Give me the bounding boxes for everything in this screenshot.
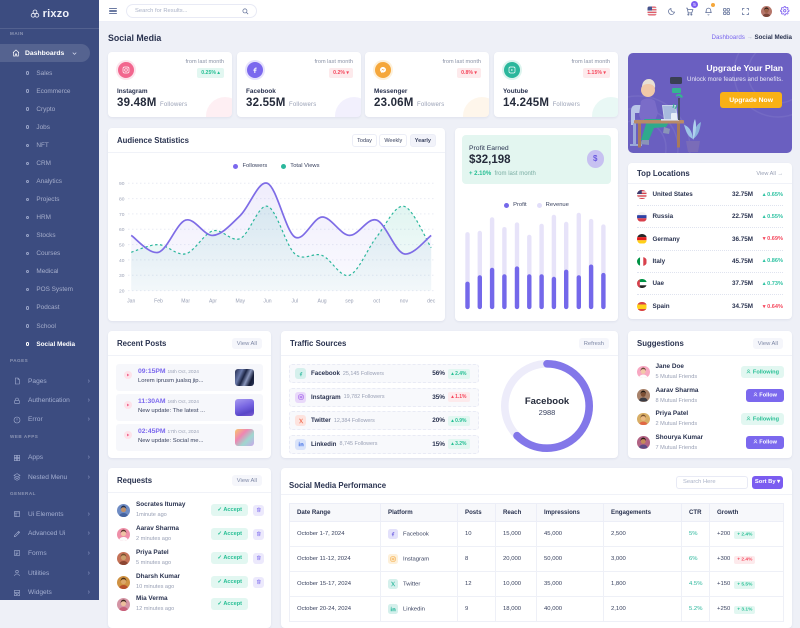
svg-text:Jul: Jul (292, 299, 299, 305)
svg-text:2988: 2988 (539, 408, 556, 417)
svg-text:40: 40 (119, 258, 125, 264)
svg-text:May: May (235, 299, 245, 305)
svg-text:Feb: Feb (154, 299, 163, 305)
svg-text:70: 70 (119, 212, 125, 218)
svg-text:80: 80 (119, 197, 125, 203)
svg-text:Facebook: Facebook (525, 396, 570, 407)
svg-text:20: 20 (119, 289, 125, 295)
svg-text:90: 90 (119, 181, 125, 187)
svg-text:Jun: Jun (263, 299, 271, 305)
svg-text:Mar: Mar (181, 299, 190, 305)
svg-text:nov: nov (400, 299, 409, 305)
svg-text:Jan: Jan (127, 299, 135, 305)
svg-text:50: 50 (119, 243, 125, 249)
svg-text:dec: dec (427, 299, 436, 305)
svg-text:60: 60 (119, 227, 125, 233)
svg-text:Apr: Apr (209, 299, 217, 305)
svg-text:oct: oct (373, 299, 380, 305)
svg-text:30: 30 (119, 273, 125, 279)
svg-text:sep: sep (345, 299, 353, 305)
svg-text:Aug: Aug (318, 299, 327, 305)
